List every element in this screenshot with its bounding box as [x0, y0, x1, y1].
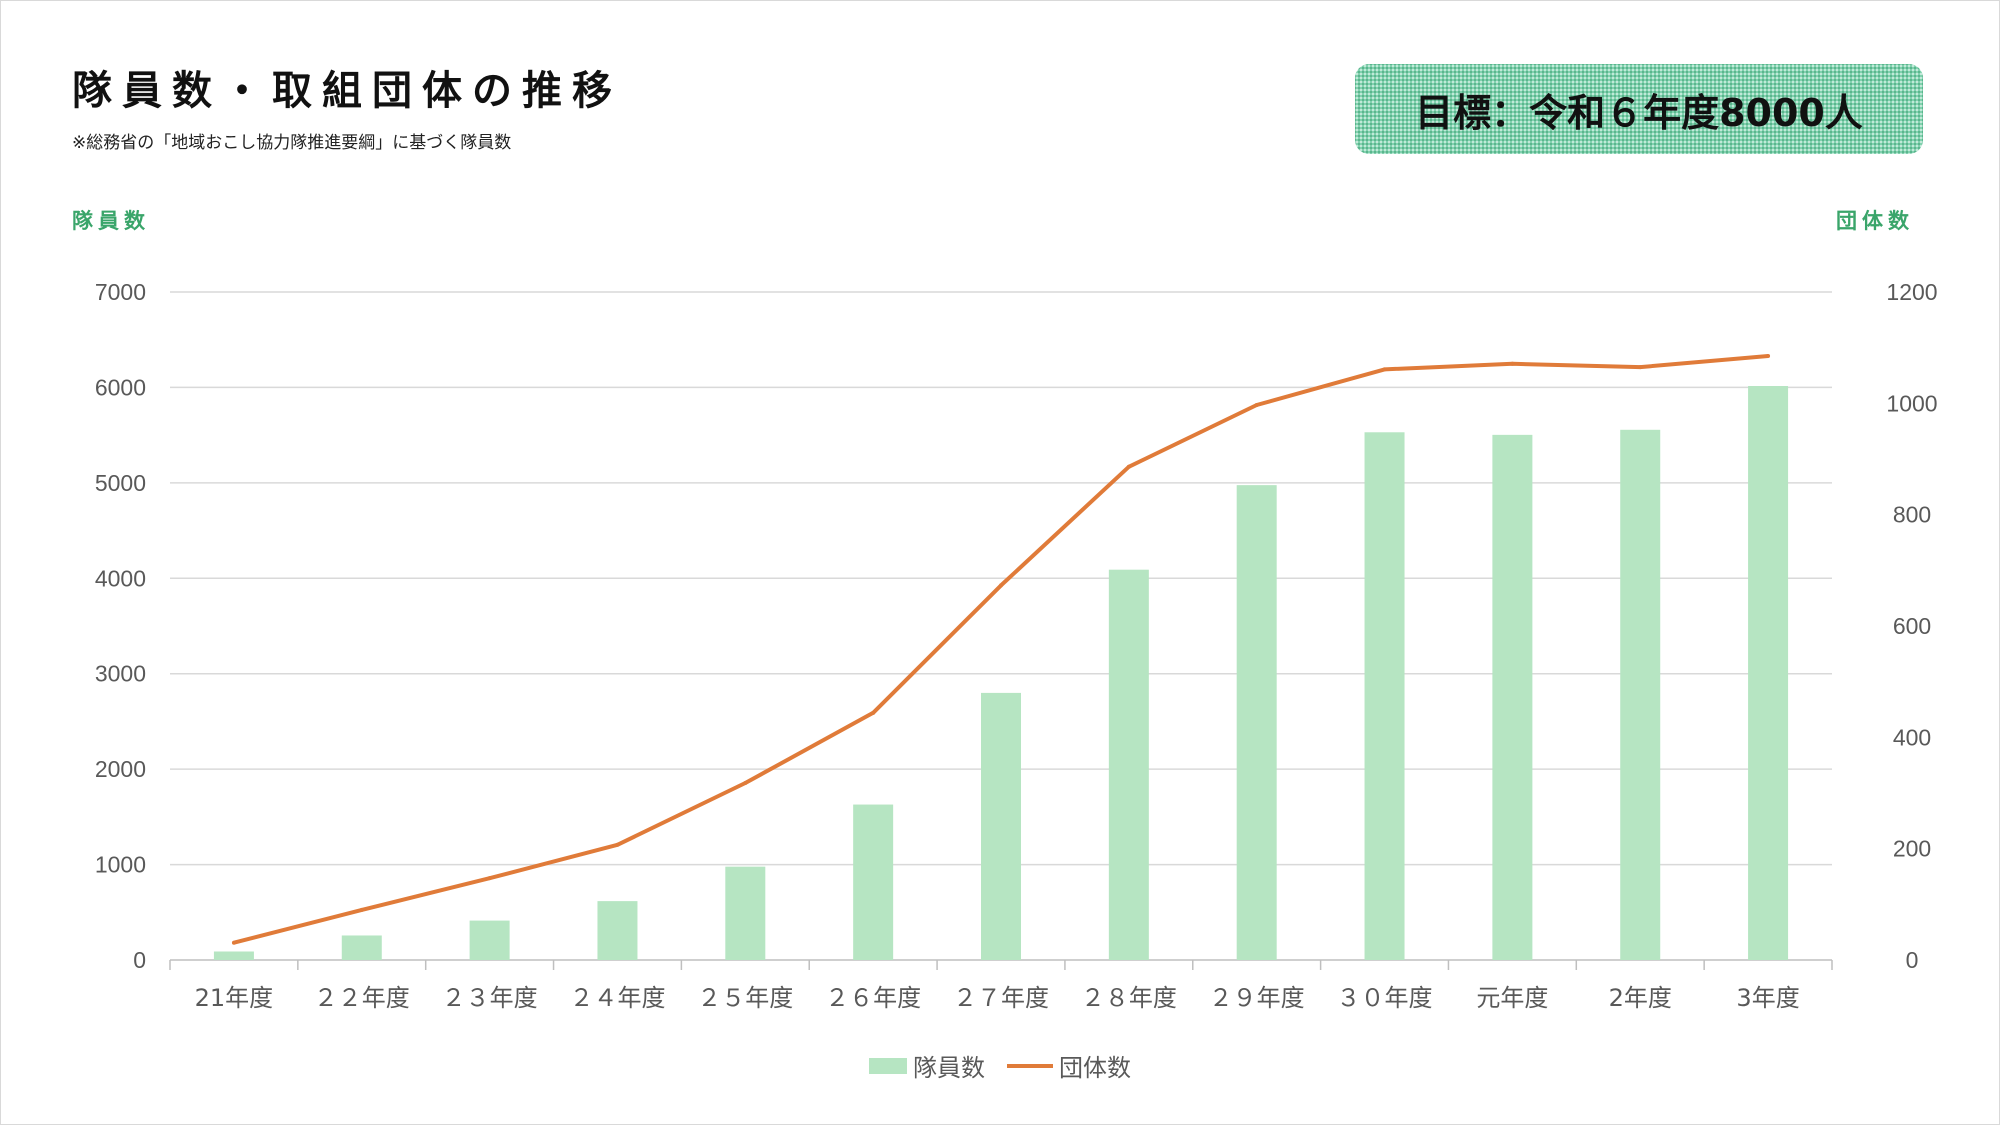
x-tick-label: 2年度 [1609, 984, 1672, 1012]
x-tick-label: ２４年度 [569, 984, 665, 1012]
bar-members [1492, 434, 1533, 960]
target-badge: 目標：令和６年度8000人 [1355, 64, 1923, 154]
y-left-tick-label: 7000 [95, 279, 146, 305]
bar-members [341, 935, 382, 960]
bar-members [1236, 485, 1277, 960]
target-label: 目標：令和６年度8000人 [1415, 90, 1863, 135]
bar-members [1108, 569, 1149, 960]
bar-members [213, 951, 254, 960]
y-left-tick-label: 2000 [95, 756, 146, 782]
line-point-groups [1254, 403, 1259, 408]
bar-members [981, 692, 1021, 960]
bar-members [853, 804, 894, 960]
line-point-groups [1510, 361, 1515, 366]
line-point-groups [487, 876, 492, 881]
legend-swatch-bar [869, 1057, 907, 1074]
line-point-groups [1126, 464, 1131, 469]
legend-label-members: 隊員数 [913, 1054, 985, 1082]
x-tick-label: ２６年度 [825, 984, 921, 1012]
bar-members [1364, 432, 1405, 960]
bar-members [469, 920, 510, 960]
left-axis-title: 隊員数 [72, 209, 150, 233]
legend-label-groups: 団体数 [1059, 1054, 1131, 1082]
y-left-tick-label: 5000 [95, 470, 146, 496]
y-left-tick-label: 3000 [95, 661, 146, 687]
x-tick-label: ２７年度 [953, 984, 1049, 1012]
line-point-groups [871, 710, 876, 715]
line-point-groups [999, 583, 1003, 588]
x-tick-label: ２３年度 [442, 984, 538, 1012]
right-axis-title: 団体数 [1836, 209, 1914, 233]
y-right-tick-label: 1000 [1886, 390, 1937, 416]
x-tick-label: ３０年度 [1337, 984, 1433, 1012]
legend-item-members: 隊員数 [869, 1048, 985, 1083]
legend-swatch-line [1007, 1063, 1053, 1068]
x-tick-label: ２５年度 [697, 984, 793, 1012]
legend-item-groups: 団体数 [1007, 1048, 1131, 1083]
bar-members [725, 866, 766, 960]
bar-members [1620, 429, 1661, 961]
y-left-tick-label: 1000 [95, 852, 146, 878]
y-left-tick-label: 0 [133, 947, 146, 973]
y-right-tick-label: 600 [1893, 613, 1931, 639]
y-right-tick-label: 1200 [1886, 279, 1937, 305]
line-point-groups [615, 842, 620, 847]
x-tick-label: 3年度 [1736, 984, 1799, 1012]
line-point-groups [231, 940, 236, 945]
y-right-tick-label: 800 [1893, 502, 1931, 528]
y-right-tick-label: 200 [1893, 836, 1931, 862]
line-point-groups [1382, 367, 1387, 372]
y-right-tick-label: 0 [1906, 947, 1919, 973]
bar-members [597, 901, 638, 960]
y-right-tick-label: 400 [1893, 724, 1931, 750]
line-point-groups [1638, 365, 1643, 370]
bar-members [1748, 385, 1789, 960]
line-point-groups [359, 907, 364, 912]
legend: 隊員数 団体数 [0, 1048, 2000, 1083]
line-point-groups [1766, 354, 1771, 359]
y-left-tick-label: 4000 [95, 565, 146, 591]
x-tick-label: 21年度 [195, 984, 274, 1012]
chart-subtitle: ※総務省の「地域おこし協力隊推進要綱」に基づく隊員数 [72, 133, 512, 153]
line-point-groups [743, 780, 748, 785]
chart-title: 隊員数・取組団体の推移 [72, 68, 622, 114]
x-tick-label: ２９年度 [1209, 984, 1305, 1012]
y-left-tick-label: 6000 [95, 374, 146, 400]
x-tick-label: ２８年度 [1081, 984, 1177, 1012]
x-tick-label: 元年度 [1476, 984, 1548, 1012]
x-tick-label: ２２年度 [314, 984, 410, 1012]
